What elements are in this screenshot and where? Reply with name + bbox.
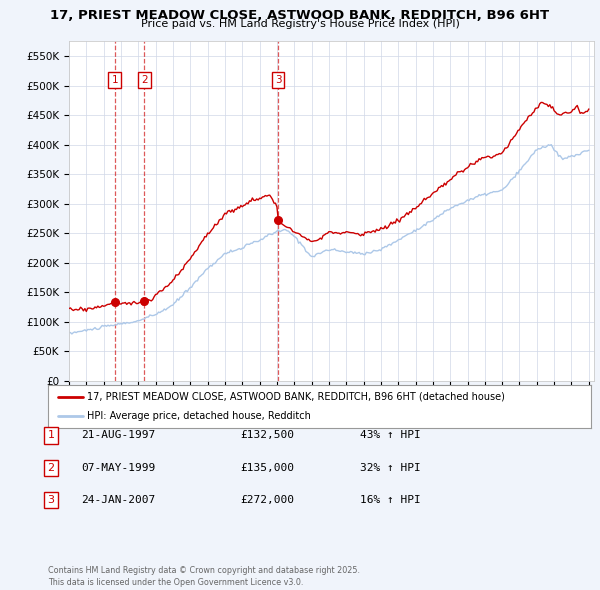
Text: HPI: Average price, detached house, Redditch: HPI: Average price, detached house, Redd… (87, 411, 311, 421)
Text: 2: 2 (47, 463, 55, 473)
Text: 3: 3 (275, 75, 281, 84)
Text: 16% ↑ HPI: 16% ↑ HPI (360, 496, 421, 505)
Text: 21-AUG-1997: 21-AUG-1997 (81, 431, 155, 440)
Text: 1: 1 (47, 431, 55, 440)
Text: 43% ↑ HPI: 43% ↑ HPI (360, 431, 421, 440)
Text: 07-MAY-1999: 07-MAY-1999 (81, 463, 155, 473)
Text: 17, PRIEST MEADOW CLOSE, ASTWOOD BANK, REDDITCH, B96 6HT: 17, PRIEST MEADOW CLOSE, ASTWOOD BANK, R… (50, 9, 550, 22)
Text: £135,000: £135,000 (240, 463, 294, 473)
Text: Price paid vs. HM Land Registry's House Price Index (HPI): Price paid vs. HM Land Registry's House … (140, 19, 460, 30)
Text: £132,500: £132,500 (240, 431, 294, 440)
Text: Contains HM Land Registry data © Crown copyright and database right 2025.
This d: Contains HM Land Registry data © Crown c… (48, 566, 360, 587)
Text: 24-JAN-2007: 24-JAN-2007 (81, 496, 155, 505)
Text: 17, PRIEST MEADOW CLOSE, ASTWOOD BANK, REDDITCH, B96 6HT (detached house): 17, PRIEST MEADOW CLOSE, ASTWOOD BANK, R… (87, 392, 505, 402)
Text: 32% ↑ HPI: 32% ↑ HPI (360, 463, 421, 473)
Text: 1: 1 (112, 75, 118, 84)
Text: 2: 2 (141, 75, 148, 84)
Text: £272,000: £272,000 (240, 496, 294, 505)
Text: 3: 3 (47, 496, 55, 505)
